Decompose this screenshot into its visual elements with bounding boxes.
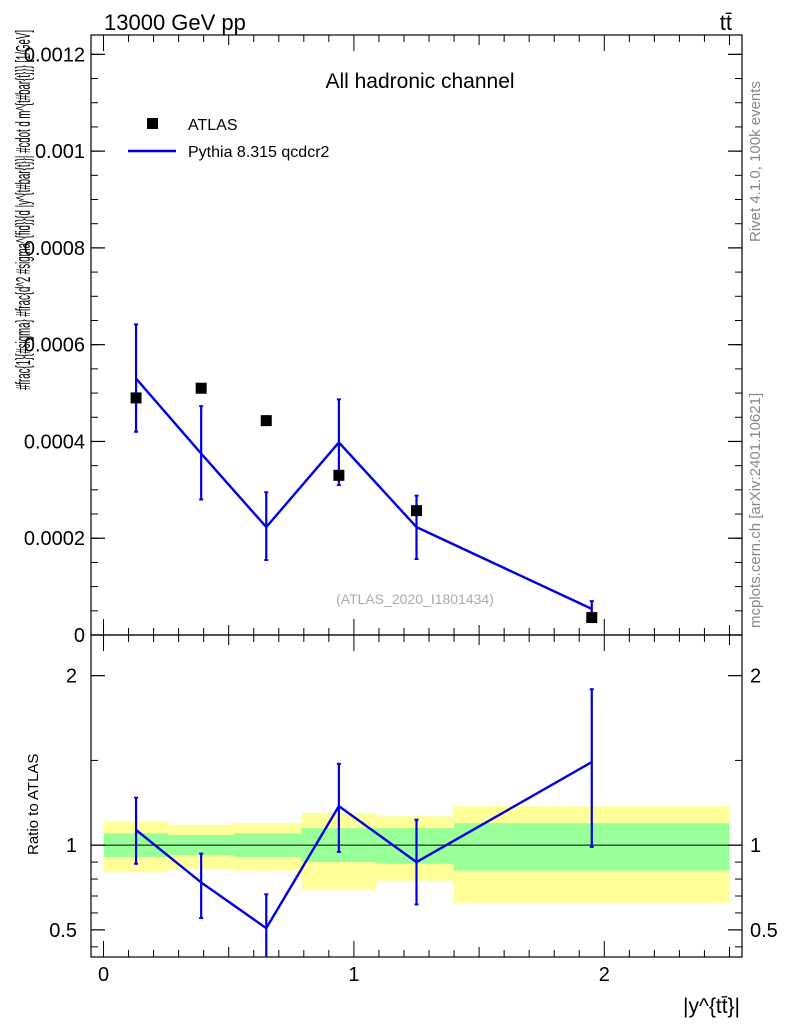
process-label: tt̄ <box>720 10 732 35</box>
main-y-tick-label: 0.0012 <box>24 44 85 66</box>
atlas-data-point <box>333 469 345 481</box>
ratio-y-tick-label-right: 1 <box>750 835 761 857</box>
main-panel: 0 0.0002 0.0004 0.0006 0.0008 0.001 0.0012 All… <box>13 30 743 647</box>
main-y-tick-label: 0.0004 <box>24 431 85 453</box>
main-y-tick-label: 0.0002 <box>24 528 85 550</box>
ratio-pythia-line <box>135 761 593 930</box>
energy-label: 13000 GeV pp <box>104 10 246 35</box>
ratio-y-axis-label: Ratio to ATLAS <box>25 754 42 855</box>
x-tick-label: 0 <box>98 964 109 986</box>
ratio-y-tick-label-right: 0.5 <box>750 920 778 942</box>
main-series <box>130 323 598 624</box>
ratio-uncertainty-bands <box>103 806 730 903</box>
rivet-label: Rivet 4.1.0, 100k events <box>747 81 764 242</box>
atlas-data-point <box>130 392 142 404</box>
atlas-data-point <box>260 415 272 427</box>
legend-pythia-label: Pythia 8.315 qcdcr2 <box>188 144 330 161</box>
green-uncertainty-band <box>376 828 455 864</box>
ratio-panel: 0.5 0.5 1 1 2 2 0 1 2 Ratio to ATLAS |y^{tt̄}| <box>25 634 778 1018</box>
main-minor-ticks <box>91 53 742 636</box>
legend-atlas-label: ATLAS <box>188 117 238 134</box>
legend: ATLAS Pythia 8.315 qcdcr2 <box>128 117 330 161</box>
main-y-tick-label: 0.0008 <box>24 238 85 260</box>
pythia-series-line <box>135 377 593 610</box>
ratio-y-tick-label-right: 2 <box>750 666 761 688</box>
ratio-plot-frame <box>90 634 743 958</box>
ratio-y-tick-label: 0.5 <box>49 920 77 942</box>
legend-atlas-marker <box>147 118 158 129</box>
main-y-tick-label: 0.001 <box>35 141 85 163</box>
analysis-watermark: (ATLAS_2020_I1801434) <box>336 591 494 607</box>
mcplots-label: mcplots.cern.ch [arXiv:2401.10621] <box>747 393 764 628</box>
x-tick-label: 2 <box>599 964 610 986</box>
main-y-tick-label: 0 <box>74 625 85 647</box>
chart-title: All hadronic channel <box>325 70 514 93</box>
main-y-ticks: 0 0.0002 0.0004 0.0006 0.0008 0.001 0.0012 <box>24 44 742 647</box>
main-y-axis-label: #frac{1}{#sigma} #frac{d^2 #sigma^{fid}}… <box>13 30 35 390</box>
ratio-y-tick-label: 1 <box>66 835 77 857</box>
atlas-data-point <box>586 612 598 624</box>
ratio-y-tick-label: 2 <box>66 666 77 688</box>
main-x-ticks <box>103 35 730 635</box>
ratio-y-ticks: 0.5 0.5 1 1 2 2 0 1 2 <box>49 666 778 986</box>
x-axis-label: |y^{tt̄}| <box>683 995 740 1018</box>
x-tick-label: 1 <box>348 964 359 986</box>
atlas-data-point <box>411 505 422 517</box>
ratio-x-ticks <box>103 635 730 957</box>
main-y-tick-label: 0.0006 <box>24 335 85 357</box>
ratio-series <box>134 688 594 957</box>
atlas-data-point <box>195 382 207 394</box>
